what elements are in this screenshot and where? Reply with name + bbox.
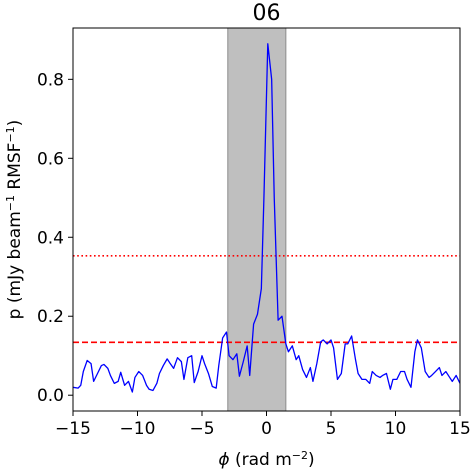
x-axis-label: ϕ (rad m−2) <box>218 449 314 471</box>
y-tick-label: 0.8 <box>37 70 64 90</box>
y-tick-label: 0.6 <box>37 149 64 169</box>
x-tick-label: 5 <box>326 419 337 439</box>
y-tick-label: 0.4 <box>37 228 64 248</box>
y-tick-label: 0.2 <box>37 307 64 327</box>
shaded-band <box>227 27 287 412</box>
x-tick-label: 0 <box>261 419 272 439</box>
y-axis-label: p (mJy beam−1 RMSF−1) <box>4 120 26 320</box>
x-tick-label: 15 <box>449 419 471 439</box>
x-tick-label: −15 <box>55 419 91 439</box>
x-tick-label: −5 <box>189 419 214 439</box>
series-line-0 <box>72 43 461 393</box>
chart-title: 06 <box>253 1 281 26</box>
y-tick-label: 0.0 <box>37 386 64 406</box>
x-tick-label: −10 <box>120 419 156 439</box>
x-tick-label: 10 <box>385 419 407 439</box>
